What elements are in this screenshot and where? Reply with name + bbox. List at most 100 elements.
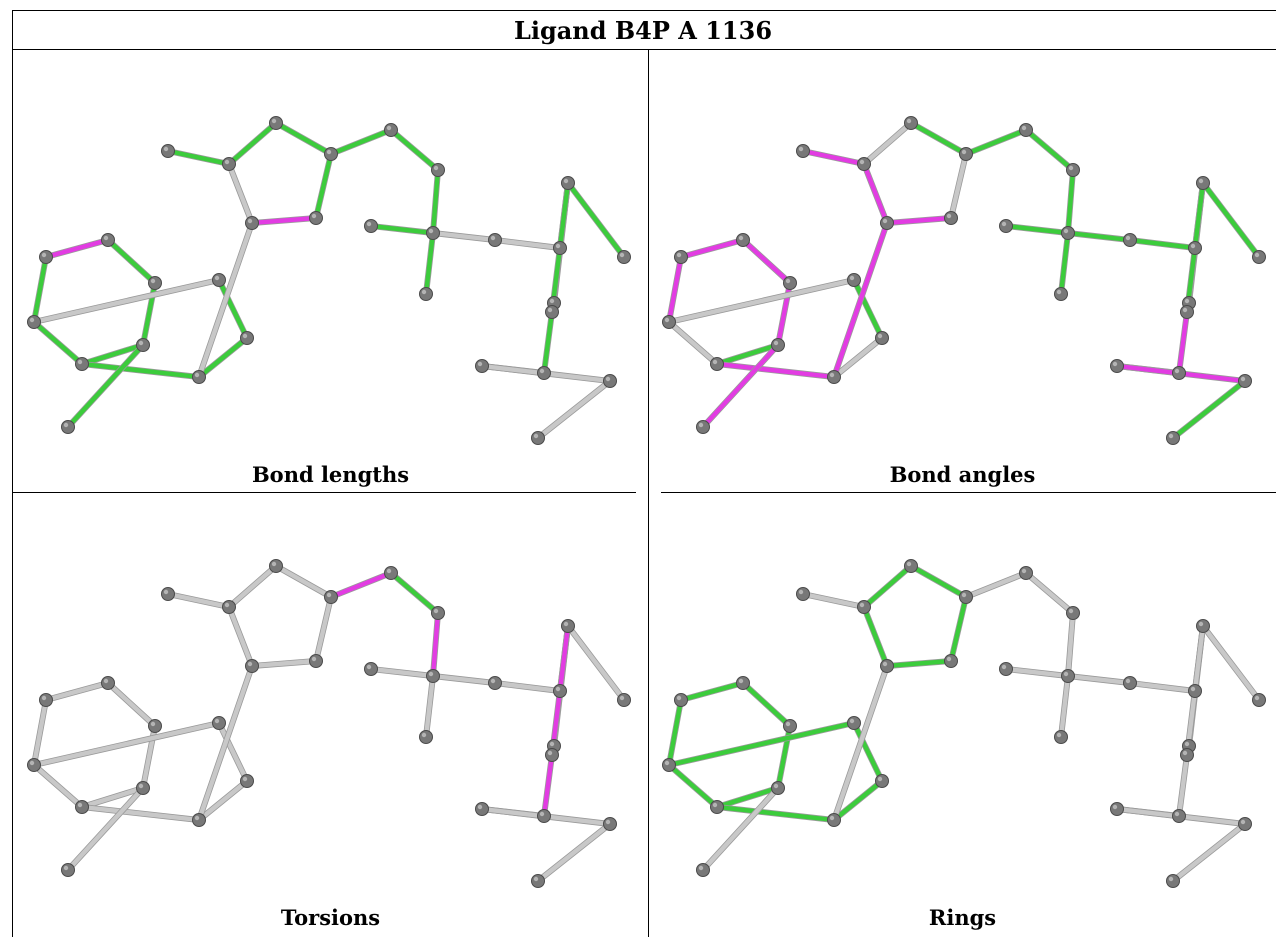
bond-R1-R2 <box>565 180 627 260</box>
bond-Q1-Q2 <box>1003 666 1071 679</box>
bond-C3-C4 <box>908 563 969 600</box>
atom-highlight-S4 <box>533 876 539 882</box>
atom-highlight-S3 <box>605 376 611 382</box>
atom-A3 <box>148 276 162 290</box>
bond-L2-Q1 <box>1065 167 1076 236</box>
atom-A1 <box>674 693 688 707</box>
panel-torsions: Torsions <box>13 493 648 937</box>
bond-R4-S1 <box>541 752 555 819</box>
bond-B1-B2 <box>196 335 250 380</box>
bond-Q1-Q4 <box>430 673 498 686</box>
bond-A2-A3 <box>740 680 793 729</box>
bond-C5-C1 <box>884 658 954 669</box>
atom-A2 <box>101 676 115 690</box>
atom-S2 <box>475 359 489 373</box>
atom-A5 <box>710 357 724 371</box>
atom-L2 <box>1066 163 1080 177</box>
atom-highlight-B3 <box>214 718 220 724</box>
atom-highlight-R4 <box>547 307 553 313</box>
atom-C6 <box>161 144 175 158</box>
molecule-rings <box>662 559 1266 888</box>
atom-highlight-Q3 <box>1056 732 1062 738</box>
atom-highlight-L2 <box>433 608 439 614</box>
atom-C4 <box>324 147 338 161</box>
atom-B3 <box>212 716 226 730</box>
bond-B2-B3 <box>216 277 250 341</box>
atom-C6 <box>796 144 810 158</box>
bond-A4-A5 <box>79 785 146 810</box>
bond-R1-R2 <box>1200 180 1262 260</box>
bond-R1-R2 <box>565 623 627 703</box>
atom-M1 <box>61 420 75 434</box>
atom-S3 <box>1238 374 1252 388</box>
atom-A5 <box>75 357 89 371</box>
atom-B1 <box>827 813 841 827</box>
atom-highlight-C4 <box>326 149 332 155</box>
atom-highlight-C2 <box>859 602 865 608</box>
caption-rings: Rings <box>928 905 997 930</box>
atom-C6 <box>796 587 810 601</box>
atom-highlight-C3 <box>906 561 912 567</box>
bond-B2-B3 <box>851 277 885 341</box>
atom-R4 <box>545 305 559 319</box>
atom-highlight-A6 <box>29 760 35 766</box>
caption-bond-angles: Bond angles <box>889 462 1036 487</box>
atom-R1 <box>561 619 575 633</box>
bond-C2-C3 <box>226 563 279 610</box>
atom-highlight-A4 <box>773 340 779 346</box>
atom-highlight-B1 <box>194 372 200 378</box>
atom-highlight-A5 <box>77 359 83 365</box>
atom-L3 <box>553 241 567 255</box>
atom-highlight-S2 <box>1112 804 1118 810</box>
atom-Q2 <box>999 662 1013 676</box>
bond-A5-B1 <box>79 361 202 380</box>
atom-highlight-M1 <box>698 865 704 871</box>
molecule-bond-lengths <box>27 116 631 445</box>
atom-L3 <box>553 684 567 698</box>
atom-C4 <box>959 590 973 604</box>
atom-highlight-C1 <box>247 661 253 667</box>
atom-A2 <box>736 233 750 247</box>
atom-Q4 <box>1123 676 1137 690</box>
atom-highlight-C1 <box>247 218 253 224</box>
atom-C3 <box>904 116 918 130</box>
atom-L2 <box>431 163 445 177</box>
atom-B2 <box>240 774 254 788</box>
atom-highlight-A1 <box>676 695 682 701</box>
bond-A2-A3 <box>740 237 793 286</box>
atom-highlight-R3 <box>1184 741 1190 747</box>
atom-C1 <box>245 659 259 673</box>
atom-M1 <box>696 420 710 434</box>
atom-A6 <box>662 315 676 329</box>
bond-A6-A1 <box>31 254 49 325</box>
atom-highlight-Q2 <box>366 221 372 227</box>
atom-Q1 <box>426 669 440 683</box>
atom-B3 <box>847 716 861 730</box>
atom-highlight-C6 <box>798 146 804 152</box>
atom-highlight-C5 <box>946 656 952 662</box>
atom-S1 <box>537 366 551 380</box>
panel-rings: Rings <box>649 493 1276 937</box>
bond-C4-L1 <box>963 127 1029 157</box>
atom-highlight-R1 <box>563 178 569 184</box>
atom-highlight-A2 <box>738 235 744 241</box>
atom-highlight-B3 <box>214 275 220 281</box>
atom-highlight-R4 <box>1182 750 1188 756</box>
bond-C4-L1 <box>328 127 394 157</box>
atom-highlight-S1 <box>539 811 545 817</box>
atom-highlight-B2 <box>877 776 883 782</box>
bond-A4-M1 <box>65 785 146 873</box>
atom-C3 <box>269 559 283 573</box>
bond-B1-C1 <box>196 220 255 380</box>
caption-torsions: Torsions <box>280 905 381 930</box>
atom-highlight-Q4 <box>490 678 496 684</box>
bond-B2-B3 <box>216 720 250 784</box>
atom-highlight-A5 <box>712 359 718 365</box>
bond-A6-A1 <box>31 697 49 768</box>
bond-R4-S1 <box>1176 752 1190 819</box>
atom-highlight-R1 <box>563 621 569 627</box>
atom-highlight-L2 <box>1068 608 1074 614</box>
center-divider <box>648 49 649 937</box>
atom-highlight-B1 <box>829 815 835 821</box>
atom-highlight-S2 <box>1112 361 1118 367</box>
